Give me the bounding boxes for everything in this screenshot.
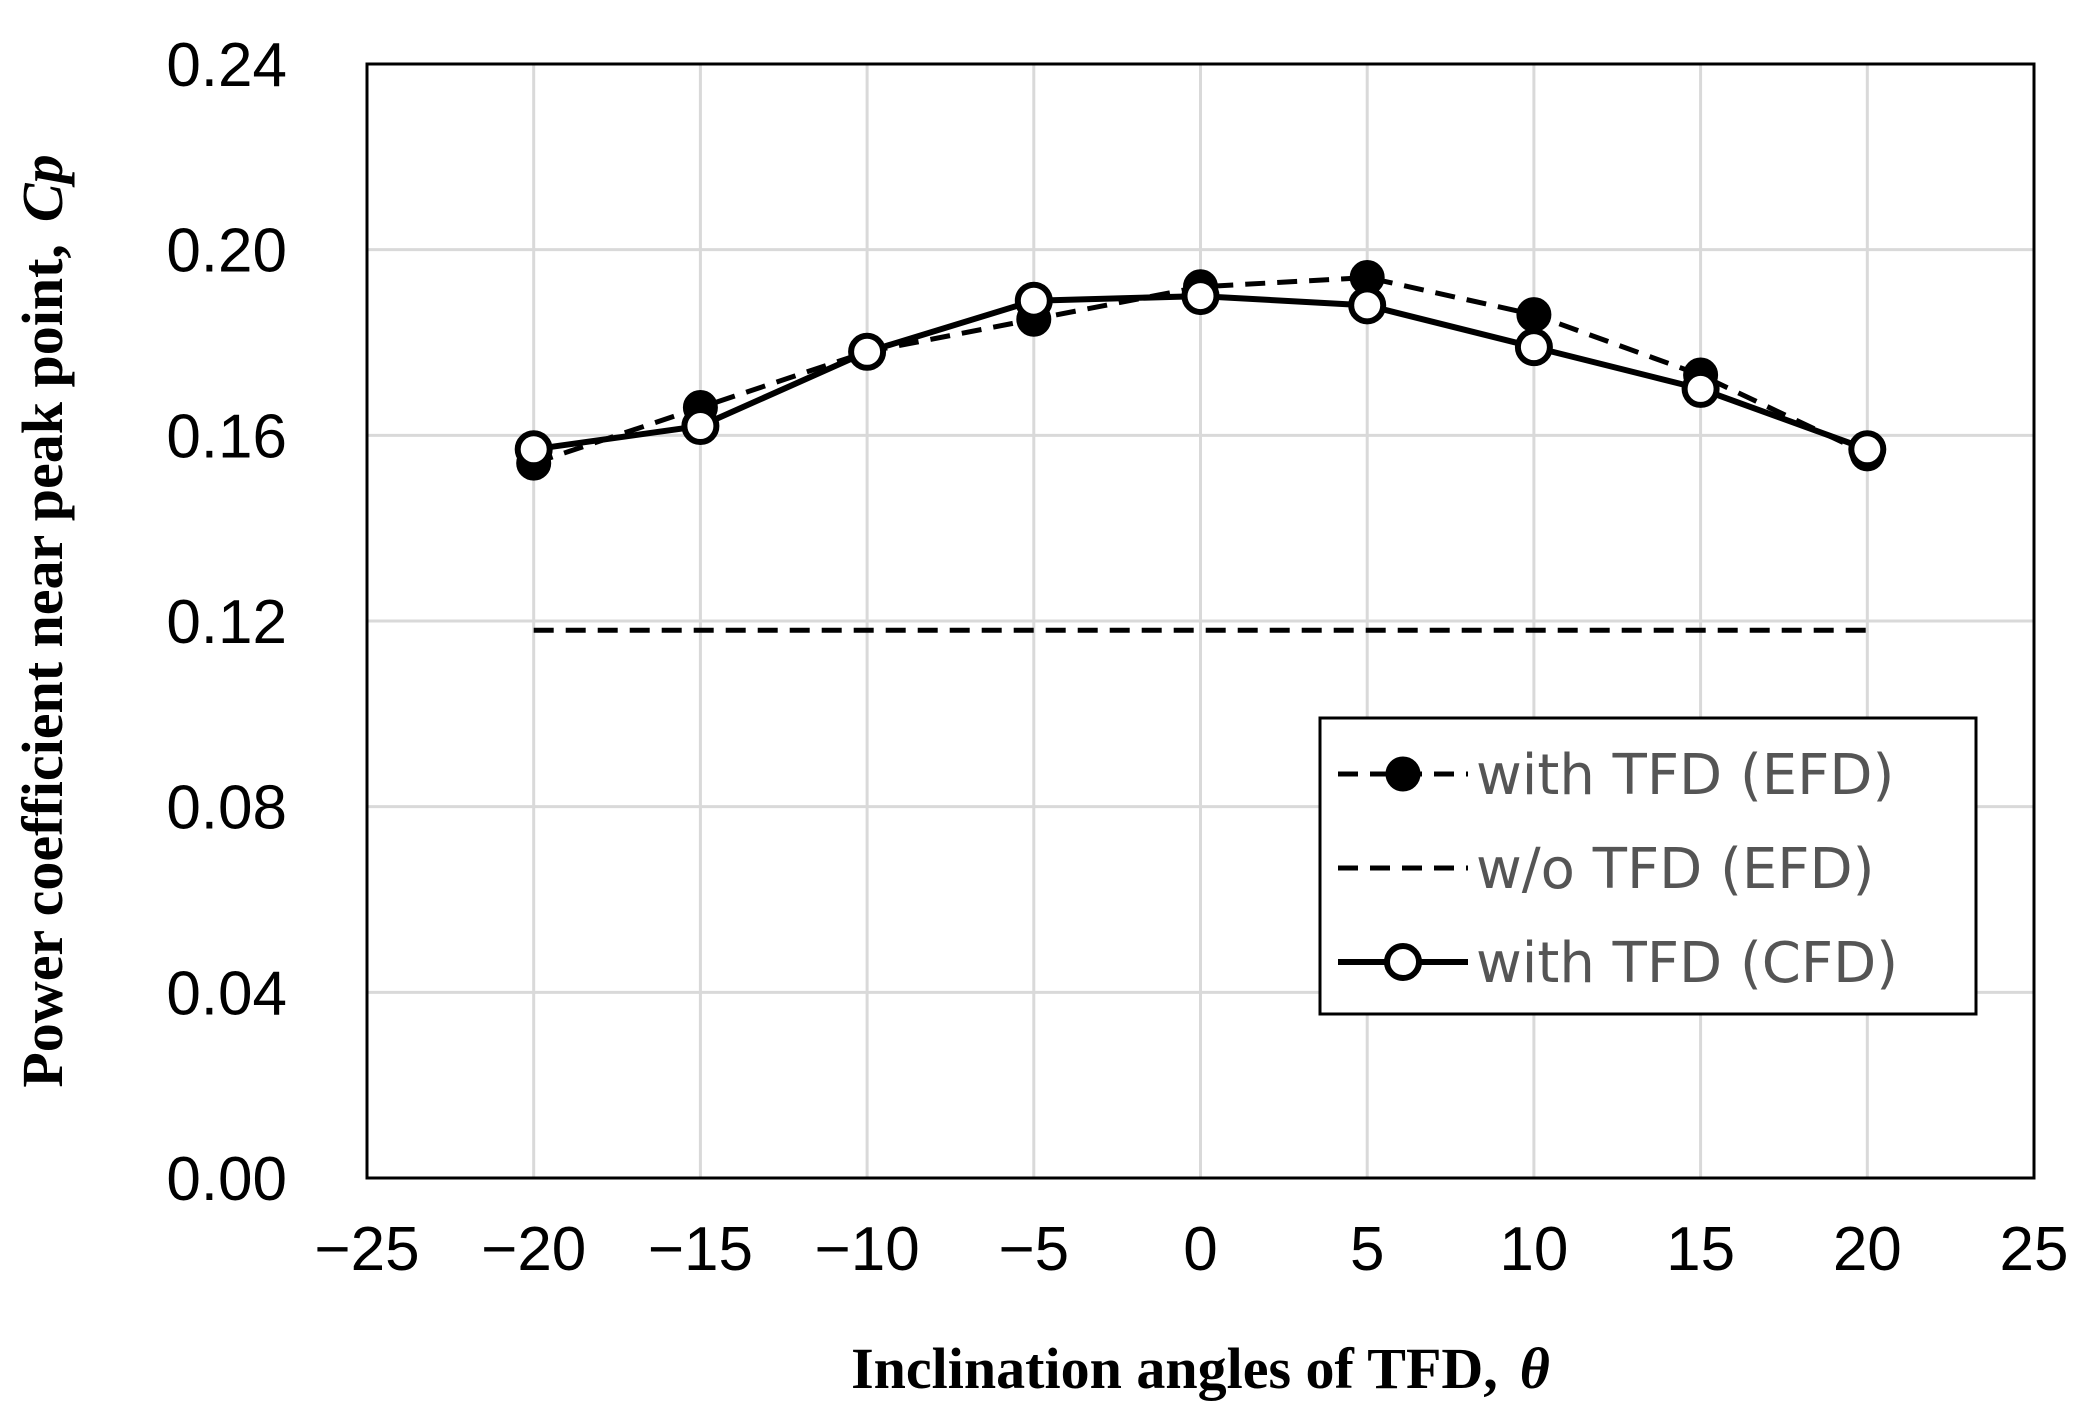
plot-area-frame bbox=[365, 62, 2036, 1180]
data-point bbox=[1348, 286, 1387, 325]
y-tick-label: 0.20 bbox=[166, 217, 287, 286]
legend-swatch-marker bbox=[1385, 756, 1421, 792]
legend-label: with TFD (CFD) bbox=[1476, 931, 1898, 996]
x-tick-label: −25 bbox=[314, 1215, 419, 1284]
y-tick-label: 0.24 bbox=[166, 31, 287, 100]
y-tick-label: 0.04 bbox=[166, 959, 287, 1028]
x-axis-title: Inclination angles of TFD, θ bbox=[851, 1336, 1550, 1401]
data-point bbox=[1516, 297, 1552, 333]
y-axis-title-text: Power coefficient near peak point, bbox=[10, 244, 75, 1088]
y-tick-label: 0.00 bbox=[166, 1145, 287, 1214]
x-tick-label: −5 bbox=[998, 1215, 1069, 1284]
x-tick-label: −10 bbox=[815, 1215, 920, 1284]
legend-label: with TFD (EFD) bbox=[1476, 743, 1894, 808]
y-axis-title: Power coefficient near peak point, Cp bbox=[10, 154, 75, 1087]
grid bbox=[367, 64, 2034, 1178]
tick-labels: −25 −20 −15 −10 −5 0 5 10 15 20 25 0.00 0.04 0.08 0.12… bbox=[166, 31, 2068, 1284]
x-tick-label: 15 bbox=[1666, 1215, 1735, 1284]
x-tick-label: −20 bbox=[481, 1215, 586, 1284]
series-2 bbox=[514, 277, 1887, 469]
data-point bbox=[1848, 430, 1887, 469]
x-tick-label: 25 bbox=[2000, 1215, 2069, 1284]
data-point bbox=[1181, 277, 1220, 316]
y-axis-title-symbol: Cp bbox=[10, 154, 75, 222]
y-tick-label: 0.08 bbox=[166, 774, 287, 843]
legend-entry: with TFD (CFD) bbox=[1338, 931, 1898, 996]
y-tick-label: 0.16 bbox=[166, 402, 287, 471]
x-axis-title-text: Inclination angles of TFD, bbox=[851, 1336, 1498, 1401]
x-tick-label: −15 bbox=[648, 1215, 753, 1284]
y-tick-label: 0.12 bbox=[166, 588, 287, 657]
data-point bbox=[514, 430, 553, 469]
legend-swatch-marker bbox=[1384, 943, 1422, 981]
legend-entry: with TFD (EFD) bbox=[1338, 743, 1894, 808]
legend: with TFD (EFD) w/o TFD (EFD) with TFD (CFD… bbox=[1318, 716, 1978, 1016]
legend-label: w/o TFD (EFD) bbox=[1476, 837, 1874, 902]
data-point bbox=[1014, 281, 1053, 320]
series-layer bbox=[514, 260, 1887, 633]
x-tick-label: 10 bbox=[1499, 1215, 1568, 1284]
data-point bbox=[1514, 328, 1553, 367]
x-tick-label: 5 bbox=[1350, 1215, 1384, 1284]
data-point bbox=[681, 407, 720, 446]
data-point bbox=[1681, 369, 1720, 408]
x-axis-title-symbol: θ bbox=[1520, 1336, 1550, 1401]
x-tick-label: 0 bbox=[1183, 1215, 1217, 1284]
x-tick-label: 20 bbox=[1833, 1215, 1902, 1284]
legend-entries: with TFD (EFD) w/o TFD (EFD) with TFD (CFD… bbox=[1338, 743, 1898, 996]
legend-entry: w/o TFD (EFD) bbox=[1338, 837, 1874, 902]
data-point bbox=[848, 332, 887, 371]
